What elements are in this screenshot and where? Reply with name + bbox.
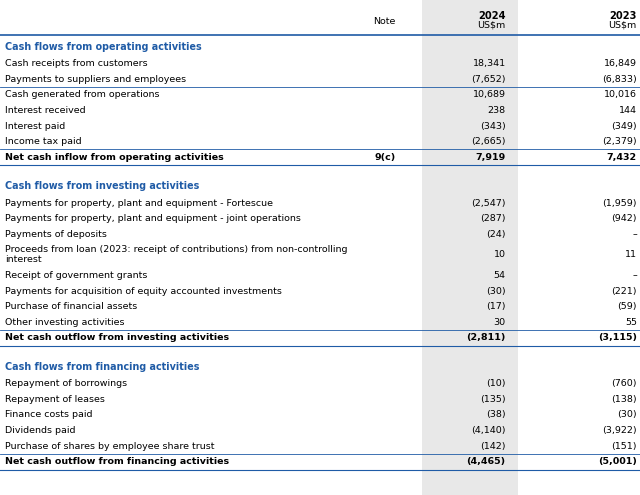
Text: Cash flows from investing activities: Cash flows from investing activities (5, 181, 200, 191)
Text: 54: 54 (493, 271, 506, 280)
Text: Payments for acquisition of equity accounted investments: Payments for acquisition of equity accou… (5, 287, 282, 296)
Text: 10,016: 10,016 (604, 91, 637, 99)
Text: US$m: US$m (609, 21, 637, 30)
Text: Cash flows from operating activities: Cash flows from operating activities (5, 42, 202, 52)
Text: (3,115): (3,115) (598, 334, 637, 343)
Text: (1,959): (1,959) (602, 198, 637, 207)
Text: Other investing activities: Other investing activities (5, 318, 125, 327)
Text: Repayment of borrowings: Repayment of borrowings (5, 379, 127, 388)
Text: Income tax paid: Income tax paid (5, 137, 82, 146)
Text: Cash receipts from customers: Cash receipts from customers (5, 59, 148, 68)
Text: 11: 11 (625, 250, 637, 259)
Text: (4,465): (4,465) (467, 457, 506, 466)
Text: Net cash outflow from financing activities: Net cash outflow from financing activiti… (5, 457, 229, 466)
Text: Note: Note (373, 17, 396, 26)
Text: Cash flows from financing activities: Cash flows from financing activities (5, 362, 200, 372)
Text: (38): (38) (486, 410, 506, 419)
Text: (942): (942) (611, 214, 637, 223)
Text: 18,341: 18,341 (472, 59, 506, 68)
Text: Net cash inflow from operating activities: Net cash inflow from operating activitie… (5, 153, 224, 162)
Text: (5,001): (5,001) (598, 457, 637, 466)
Text: 55: 55 (625, 318, 637, 327)
Text: US$m: US$m (477, 21, 506, 30)
Text: (135): (135) (480, 395, 506, 404)
Text: (4,140): (4,140) (471, 426, 506, 435)
Text: 10,689: 10,689 (472, 91, 506, 99)
Text: Repayment of leases: Repayment of leases (5, 395, 105, 404)
Text: (6,833): (6,833) (602, 75, 637, 84)
Text: 16,849: 16,849 (604, 59, 637, 68)
Text: Receipt of government grants: Receipt of government grants (5, 271, 147, 280)
Text: (142): (142) (480, 442, 506, 450)
Text: 7,432: 7,432 (607, 153, 637, 162)
Text: 9(c): 9(c) (374, 153, 396, 162)
Text: 10: 10 (493, 250, 506, 259)
Text: Net cash outflow from investing activities: Net cash outflow from investing activiti… (5, 334, 229, 343)
Text: Cash generated from operations: Cash generated from operations (5, 91, 159, 99)
Text: Payments to suppliers and employees: Payments to suppliers and employees (5, 75, 186, 84)
Text: –: – (632, 230, 637, 239)
Text: (138): (138) (611, 395, 637, 404)
Text: (24): (24) (486, 230, 506, 239)
Text: interest: interest (5, 255, 42, 264)
Text: (349): (349) (611, 122, 637, 131)
Text: 2024: 2024 (478, 11, 506, 21)
Text: Interest received: Interest received (5, 106, 86, 115)
Text: Dividends paid: Dividends paid (5, 426, 76, 435)
Text: 30: 30 (493, 318, 506, 327)
Text: (151): (151) (611, 442, 637, 450)
Text: (3,922): (3,922) (602, 426, 637, 435)
Text: (59): (59) (618, 302, 637, 311)
Text: (287): (287) (480, 214, 506, 223)
Text: Finance costs paid: Finance costs paid (5, 410, 93, 419)
Text: Payments for property, plant and equipment - joint operations: Payments for property, plant and equipme… (5, 214, 301, 223)
Text: Interest paid: Interest paid (5, 122, 65, 131)
Text: (10): (10) (486, 379, 506, 388)
Text: Purchase of financial assets: Purchase of financial assets (5, 302, 138, 311)
Text: (30): (30) (486, 287, 506, 296)
Text: Payments of deposits: Payments of deposits (5, 230, 107, 239)
Text: Proceeds from loan (2023: receipt of contributions) from non-controlling: Proceeds from loan (2023: receipt of con… (5, 245, 348, 254)
Text: (343): (343) (480, 122, 506, 131)
Text: (2,811): (2,811) (466, 334, 506, 343)
Text: 238: 238 (488, 106, 506, 115)
Text: Payments for property, plant and equipment - Fortescue: Payments for property, plant and equipme… (5, 198, 273, 207)
Text: 144: 144 (619, 106, 637, 115)
Text: (30): (30) (617, 410, 637, 419)
Text: (17): (17) (486, 302, 506, 311)
Text: –: – (632, 271, 637, 280)
Text: (221): (221) (611, 287, 637, 296)
Text: 2023: 2023 (609, 11, 637, 21)
Text: (2,665): (2,665) (471, 137, 506, 146)
Text: Purchase of shares by employee share trust: Purchase of shares by employee share tru… (5, 442, 214, 450)
Text: (7,652): (7,652) (471, 75, 506, 84)
Text: (2,547): (2,547) (471, 198, 506, 207)
Text: (2,379): (2,379) (602, 137, 637, 146)
Text: (760): (760) (611, 379, 637, 388)
Bar (422, 0, 518, 495)
Text: 7,919: 7,919 (476, 153, 506, 162)
